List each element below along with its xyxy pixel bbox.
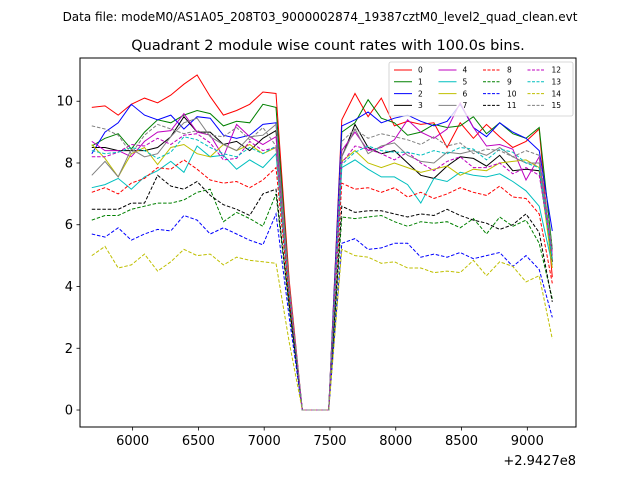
- legend-label-11: 11: [507, 101, 517, 110]
- legend-label-14: 14: [552, 89, 562, 98]
- legend-label-7: 7: [463, 101, 468, 110]
- series-line-5: [91, 145, 553, 411]
- series-line-10: [91, 212, 553, 411]
- y-tick-label: 6: [65, 218, 73, 233]
- legend-label-12: 12: [552, 66, 562, 75]
- y-axis: 0 2 4 6 8 10: [56, 95, 80, 419]
- series-line-11: [91, 174, 553, 411]
- x-tick-label: 6500: [182, 434, 215, 449]
- x-tick-label: 8000: [379, 434, 412, 449]
- suptitle: Data file: modeM0/AS1A05_208T03_90000028…: [63, 10, 578, 24]
- x-tick-label: 9000: [511, 434, 544, 449]
- legend-label-2: 2: [418, 89, 423, 98]
- legend-label-4: 4: [463, 66, 468, 75]
- series-line-15: [91, 123, 553, 411]
- legend-label-1: 1: [418, 78, 423, 87]
- chart-title: Quadrant 2 module wise count rates with …: [131, 38, 525, 54]
- plot-frame: [79, 57, 577, 428]
- legend-label-0: 0: [418, 66, 423, 75]
- y-tick-label: 8: [65, 156, 73, 171]
- series-line-7: [91, 117, 553, 411]
- x-tick-label: 7500: [313, 434, 346, 449]
- x-tick-label: 8500: [445, 434, 478, 449]
- series-line-14: [91, 245, 553, 411]
- x-tick-label: 6000: [116, 434, 149, 449]
- series-line-13: [91, 136, 553, 411]
- legend-frame: [388, 61, 574, 117]
- legend-label-6: 6: [463, 89, 468, 98]
- legend-label-5: 5: [463, 78, 468, 87]
- y-tick-label: 4: [65, 280, 73, 295]
- legend-label-8: 8: [507, 66, 512, 75]
- x-offset-label: +2.9427e8: [503, 454, 576, 469]
- series-line-1: [91, 98, 553, 411]
- legend-label-15: 15: [552, 101, 562, 110]
- legend-label-13: 13: [552, 78, 562, 87]
- legend-label-10: 10: [507, 89, 517, 98]
- series-line-12: [91, 133, 553, 411]
- legend-label-9: 9: [507, 78, 512, 87]
- y-tick-label: 2: [65, 342, 73, 357]
- series-line-0: [91, 74, 553, 411]
- series-line-6: [91, 143, 553, 411]
- y-tick-label: 0: [65, 404, 73, 419]
- series-line-8: [91, 159, 553, 411]
- x-axis: 6000 6500 7000 7500 8000 8500 9000: [116, 427, 544, 449]
- y-tick-label: 10: [56, 95, 73, 110]
- legend-label-3: 3: [418, 101, 423, 110]
- x-tick-label: 7000: [248, 434, 281, 449]
- series-lines: [91, 74, 553, 411]
